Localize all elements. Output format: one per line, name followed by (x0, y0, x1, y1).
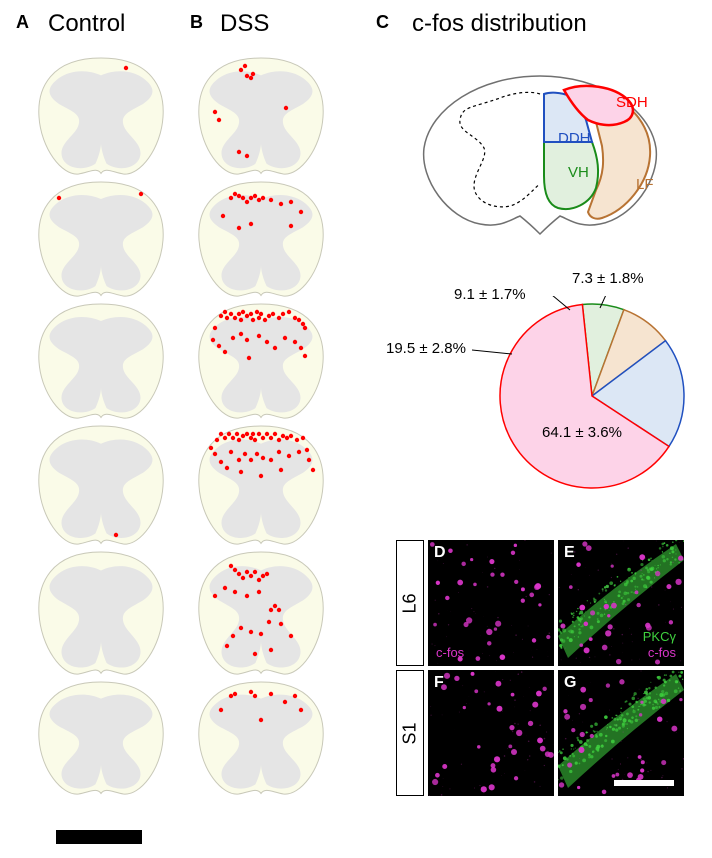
panel-letter-d: D (434, 544, 446, 562)
panel-letter-g: G (564, 674, 576, 692)
micrograph-g: G (558, 670, 684, 796)
micrograph-e: E PKCγ c-fos (558, 540, 684, 666)
cord-section (31, 420, 171, 552)
panel-title-control: Control (48, 10, 125, 38)
scale-bar-black (56, 830, 142, 844)
cord-section (31, 546, 171, 682)
caption-cfos-e: c-fos (648, 645, 676, 660)
region-label-lf: LF (636, 176, 654, 193)
region-label-sdh: SDH (616, 94, 648, 111)
scale-bar-white (614, 780, 674, 786)
cord-section (31, 52, 171, 182)
panel-title-cfos-dist: c-fos distribution (412, 10, 587, 38)
cord-section (31, 298, 171, 426)
caption-pkc-e: PKCγ (643, 629, 676, 644)
panel-title-dss: DSS (220, 10, 269, 38)
pie-label-vh: 7.3 ± 1.8% (572, 270, 644, 287)
panel-letter-a: A (16, 12, 29, 33)
control-sections-column (26, 52, 176, 802)
cord-section (191, 420, 331, 552)
pie-label-lf: 9.1 ± 1.7% (454, 286, 526, 303)
row-label-s1: S1 (396, 670, 424, 796)
region-label-ddh: DDH (558, 130, 591, 147)
panel-letter-f: F (434, 674, 444, 692)
micrograph-f: F (428, 670, 554, 796)
cord-section (191, 176, 331, 304)
cord-section (31, 676, 171, 802)
pie-label-sdh: 64.1 ± 3.6% (542, 424, 622, 441)
pie-label-ddh: 19.5 ± 2.8% (386, 340, 466, 357)
caption-cfos-d: c-fos (436, 645, 464, 660)
row-label-l6: L6 (396, 540, 424, 666)
dss-sections-column (186, 52, 336, 802)
cord-section (31, 176, 171, 304)
cord-section (191, 52, 331, 182)
cord-section (191, 298, 331, 426)
pie-chart (472, 296, 692, 496)
panel-letter-b: B (190, 12, 203, 33)
cord-section (191, 676, 331, 802)
panel-letter-e: E (564, 544, 575, 562)
micrograph-d: D c-fos (428, 540, 554, 666)
cord-section (191, 546, 331, 682)
panel-letter-c: C (376, 12, 389, 33)
region-label-vh: VH (568, 164, 589, 181)
